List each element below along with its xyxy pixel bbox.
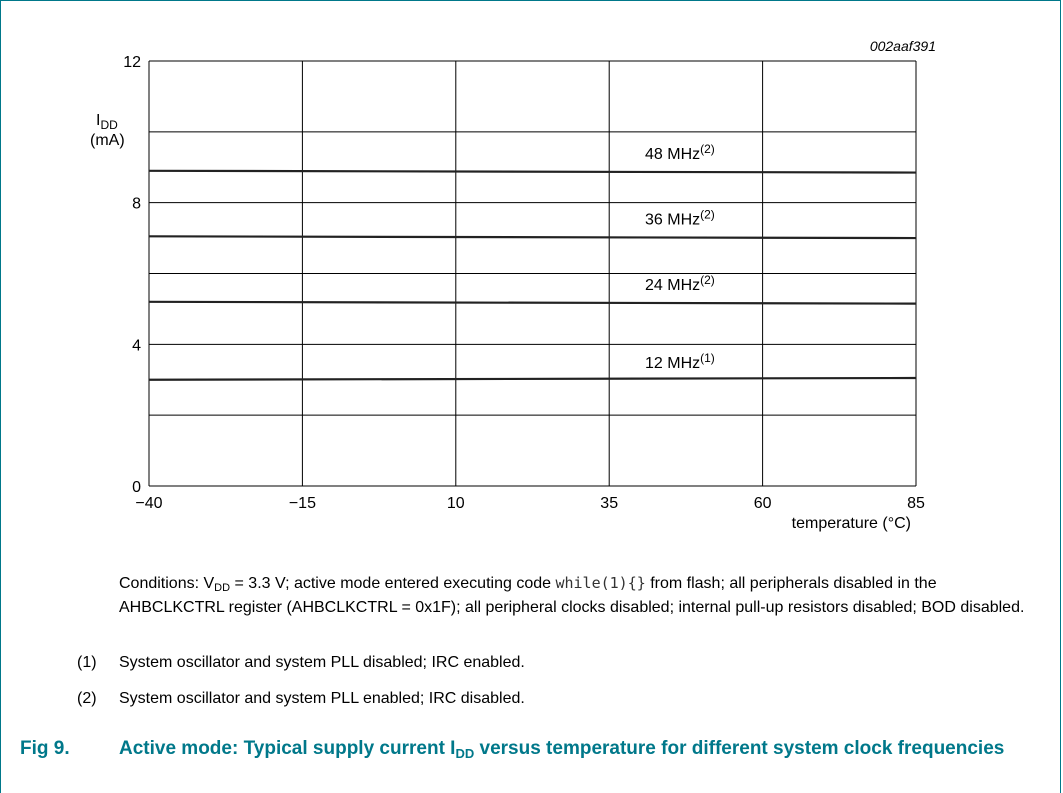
chart-grid — [148, 60, 917, 487]
chart-series — [148, 169, 917, 381]
x-tick-label: 35 — [600, 495, 618, 512]
y-axis-unit: (mA) — [90, 132, 125, 149]
y-tick-label: 0 — [132, 479, 141, 496]
x-tick-label: 60 — [754, 495, 772, 512]
series-line — [148, 376, 917, 381]
series-label: 48 MHz(2) — [645, 142, 715, 163]
series-line — [148, 235, 917, 240]
figure-title: Active mode: Typical supply current IDD … — [119, 738, 1005, 761]
series-label: 24 MHz(2) — [645, 273, 715, 294]
x-tick-label: −40 — [135, 495, 162, 512]
y-axis-label: IDD — [96, 112, 118, 132]
y-tick-label: 8 — [132, 196, 141, 213]
x-tick-label: 85 — [907, 495, 925, 512]
y-tick-label: 4 — [132, 337, 141, 354]
chart: 0 4 8 12 −40 −15 10 35 60 85 temperature (°C) IDD(m… — [90, 38, 936, 532]
chart-labels: 0 4 8 12 −40 −15 10 35 60 85 temperature (°C) IDD(m… — [90, 38, 936, 532]
x-axis-label: temperature (°C) — [792, 515, 911, 532]
x-tick-label: 10 — [447, 495, 465, 512]
series-label: 12 MHz(1) — [645, 351, 715, 372]
series-line — [148, 300, 917, 305]
series-label: 36 MHz(2) — [645, 207, 715, 228]
x-tick-label: −15 — [289, 495, 316, 512]
y-tick-label: 12 — [123, 54, 141, 71]
conditions-text: Conditions: VDD = 3.3 V; active mode ent… — [119, 574, 1025, 616]
figure-id-label: 002aaf391 — [870, 38, 936, 54]
code-snippet: while(1){} — [555, 574, 646, 592]
series-line — [148, 169, 917, 174]
figure-number: Fig 9. — [20, 738, 70, 759]
